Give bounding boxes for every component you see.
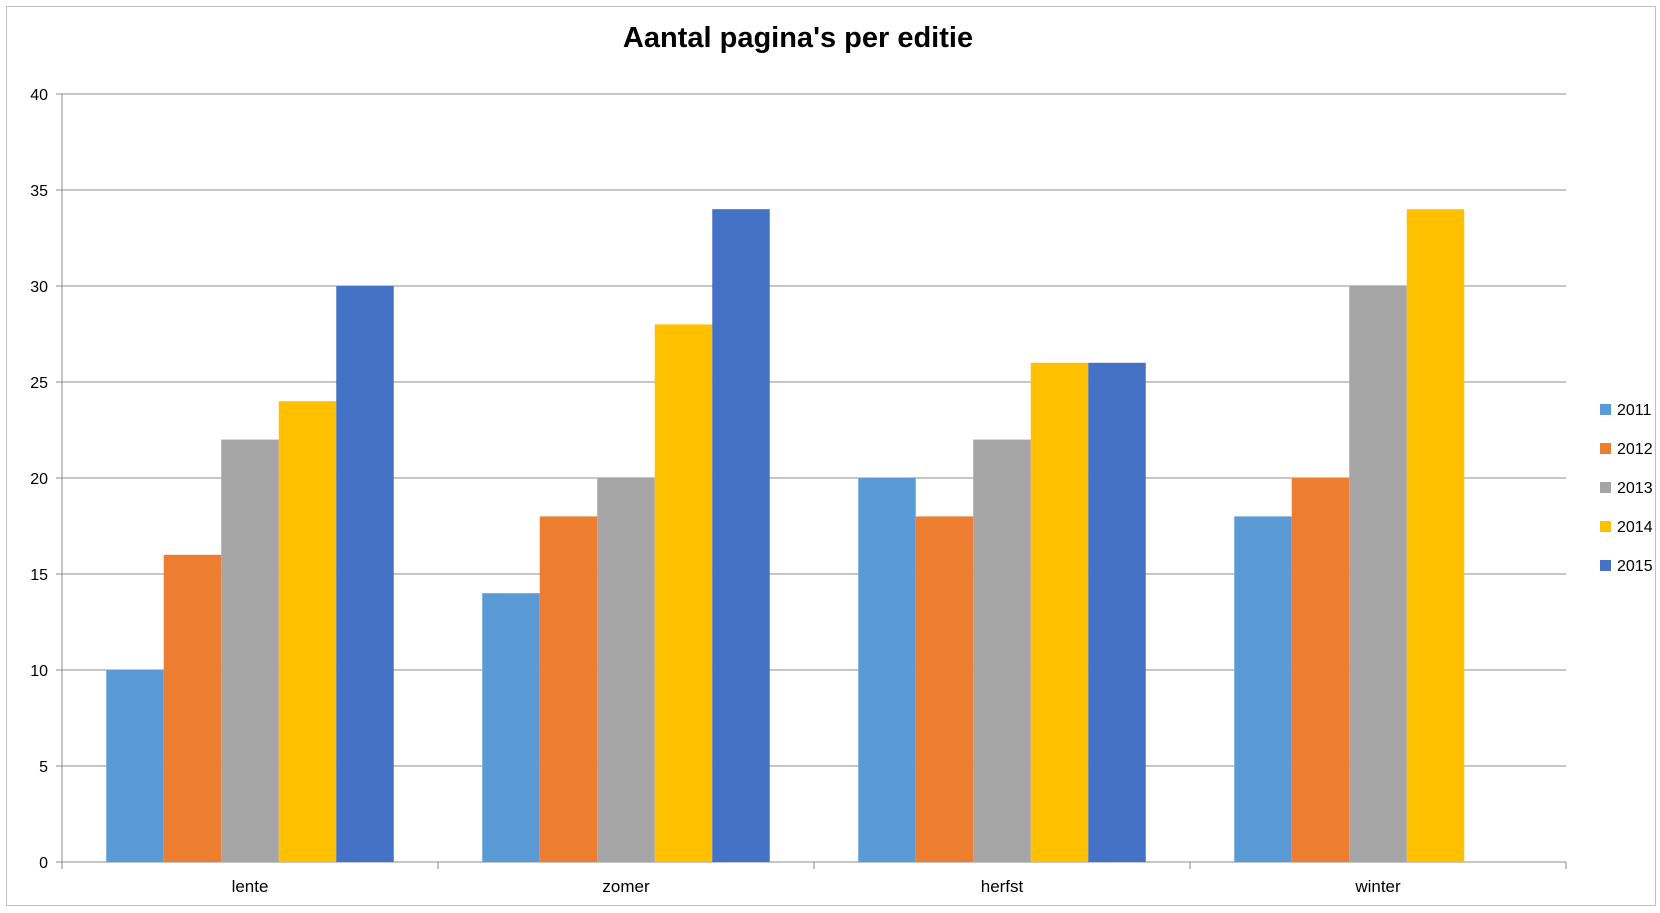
category-label-winter: winter bbox=[1354, 877, 1401, 896]
bar-zomer-2012 bbox=[539, 516, 598, 862]
bar-herfst-2014 bbox=[1030, 362, 1089, 862]
legend-swatch-2013 bbox=[1600, 482, 1611, 493]
y-tick-label: 0 bbox=[39, 855, 48, 872]
bar-zomer-2014 bbox=[654, 324, 713, 862]
bar-herfst-2011 bbox=[858, 478, 916, 862]
bar-lente-2015 bbox=[336, 286, 394, 862]
legend-swatch-2014 bbox=[1600, 521, 1611, 532]
bar-zomer-2013 bbox=[597, 478, 655, 862]
category-labels: lente zomer herfst winter bbox=[232, 877, 1401, 896]
y-tick-label: 40 bbox=[30, 87, 48, 104]
bar-herfst-2015 bbox=[1088, 362, 1146, 862]
legend: 2011 2012 2013 2014 2015 bbox=[1600, 402, 1653, 575]
bar-zomer-2011 bbox=[482, 593, 540, 862]
bar-lente-2011 bbox=[106, 670, 164, 862]
legend-label-2015: 2015 bbox=[1617, 558, 1653, 575]
bar-zomer-2015 bbox=[712, 209, 770, 862]
y-tick-label: 5 bbox=[39, 759, 48, 776]
bars bbox=[106, 209, 1465, 862]
chart-title: Aantal pagina's per editie bbox=[622, 22, 974, 54]
bar-lente-2012 bbox=[163, 554, 222, 862]
bar-winter-2014 bbox=[1406, 209, 1465, 862]
bar-winter-2012 bbox=[1291, 478, 1350, 862]
legend-label-2013: 2013 bbox=[1617, 480, 1653, 497]
legend-swatch-2011 bbox=[1600, 404, 1611, 415]
bar-winter-2011 bbox=[1234, 516, 1292, 862]
y-tick-labels: 0 5 10 15 20 25 30 35 40 bbox=[30, 87, 48, 872]
category-label-zomer: zomer bbox=[602, 877, 650, 896]
y-tick-label: 10 bbox=[30, 663, 48, 680]
legend-swatch-2012 bbox=[1600, 443, 1611, 454]
bar-lente-2013 bbox=[221, 439, 279, 862]
bar-winter-2013 bbox=[1349, 286, 1407, 862]
legend-label-2014: 2014 bbox=[1617, 519, 1653, 536]
legend-label-2012: 2012 bbox=[1617, 441, 1653, 458]
legend-swatch-2015 bbox=[1600, 560, 1611, 571]
category-label-herfst: herfst bbox=[981, 877, 1024, 896]
bar-lente-2014 bbox=[278, 401, 337, 862]
y-tick-label: 15 bbox=[30, 567, 48, 584]
y-tick-label: 35 bbox=[30, 183, 48, 200]
y-tick-label: 20 bbox=[30, 471, 48, 488]
y-tick-label: 25 bbox=[30, 375, 48, 392]
y-tick-label: 30 bbox=[30, 279, 48, 296]
bar-herfst-2013 bbox=[973, 439, 1031, 862]
bar-herfst-2012 bbox=[915, 516, 974, 862]
category-label-lente: lente bbox=[232, 877, 269, 896]
legend-label-2011: 2011 bbox=[1617, 402, 1652, 419]
